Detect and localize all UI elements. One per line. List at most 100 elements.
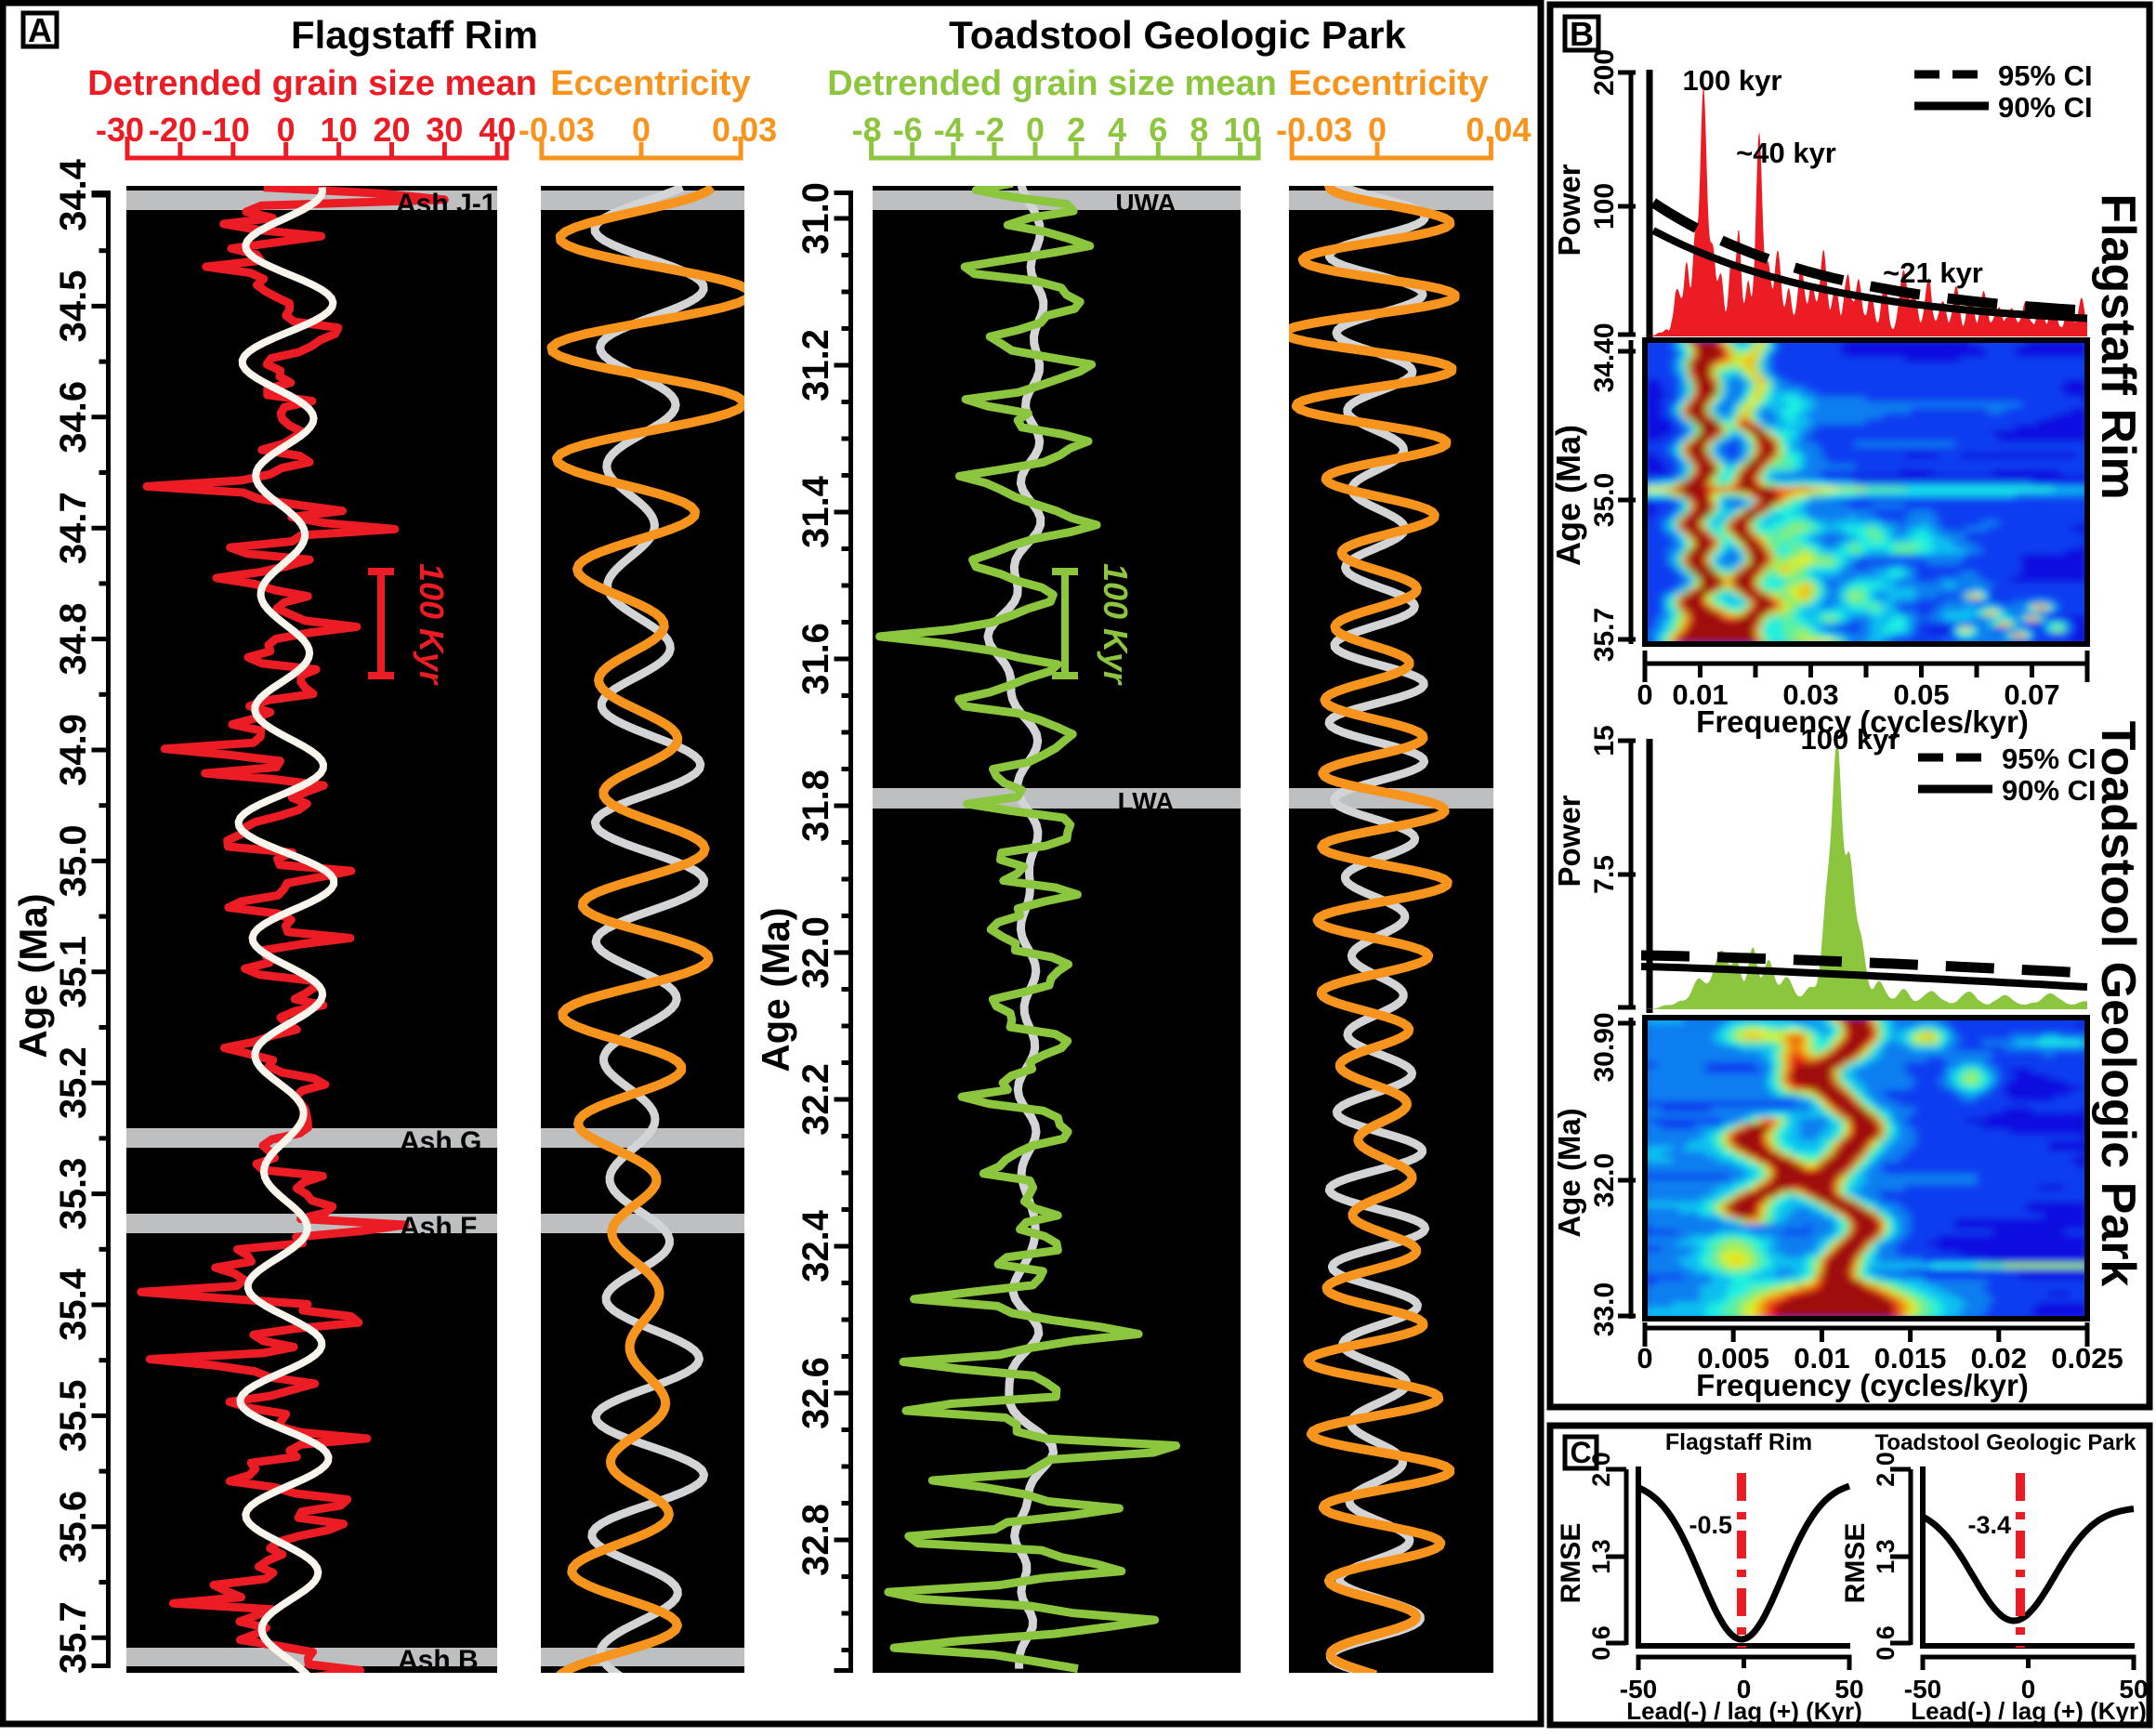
svg-text:33.0: 33.0 [1589, 1282, 1620, 1336]
svg-text:Eccentricity: Eccentricity [1288, 64, 1488, 103]
svg-text:-3.4: -3.4 [1967, 1511, 2011, 1539]
svg-text:-0.5: -0.5 [1689, 1511, 1732, 1539]
svg-text:Power: Power [1552, 795, 1586, 887]
svg-text:Age (Ma): Age (Ma) [11, 893, 55, 1058]
svg-text:10: 10 [1223, 111, 1260, 149]
svg-text:-10: -10 [202, 111, 250, 149]
svg-text:0: 0 [1026, 111, 1045, 149]
svg-text:20: 20 [373, 111, 410, 149]
svg-text:RMSE: RMSE [1556, 1523, 1586, 1604]
svg-text:Flagstaff Rim: Flagstaff Rim [291, 13, 538, 57]
svg-text:0.03: 0.03 [712, 111, 777, 149]
svg-text:35.7: 35.7 [53, 1601, 94, 1674]
svg-text:UWA: UWA [1115, 189, 1176, 217]
svg-text:34.4: 34.4 [53, 158, 94, 231]
svg-text:~40 kyr: ~40 kyr [1736, 137, 1836, 169]
svg-text:8: 8 [1190, 111, 1208, 149]
svg-text:0.07: 0.07 [2004, 678, 2059, 711]
svg-text:35.7: 35.7 [1589, 608, 1620, 662]
svg-text:Detrended grain size mean: Detrended grain size mean [827, 64, 1277, 103]
svg-text:Ash B: Ash B [398, 1645, 479, 1676]
svg-text:95% CI: 95% CI [2002, 743, 2097, 775]
svg-text:-0.03: -0.03 [1276, 111, 1352, 149]
svg-text:6: 6 [1149, 111, 1167, 149]
svg-text:34.6: 34.6 [53, 381, 94, 454]
svg-text:Toadstool Geologic Park: Toadstool Geologic Park [2091, 721, 2145, 1287]
svg-text:0.03: 0.03 [1782, 678, 1838, 711]
svg-text:-20: -20 [149, 111, 197, 149]
svg-text:0: 0 [632, 111, 651, 149]
svg-text:34.8: 34.8 [53, 603, 94, 676]
svg-text:1.3: 1.3 [1587, 1539, 1615, 1574]
svg-text:10: 10 [321, 111, 358, 149]
svg-text:32.0: 32.0 [1589, 1153, 1620, 1207]
svg-text:90% CI: 90% CI [2002, 774, 2097, 807]
svg-text:34.40: 34.40 [1589, 322, 1620, 392]
svg-text:32.4: 32.4 [795, 1209, 836, 1282]
svg-text:7.5: 7.5 [1589, 855, 1620, 894]
svg-text:Age (Ma): Age (Ma) [1549, 425, 1587, 566]
svg-text:95% CI: 95% CI [1998, 59, 2093, 92]
svg-text:0.025: 0.025 [2051, 1342, 2123, 1374]
svg-text:0: 0 [1637, 1342, 1652, 1374]
svg-text:0: 0 [2021, 1675, 2036, 1703]
svg-text:-0.03: -0.03 [519, 111, 595, 149]
svg-text:100 Kyr: 100 Kyr [413, 563, 451, 686]
svg-text:-2: -2 [975, 111, 1005, 149]
svg-text:A: A [28, 11, 52, 49]
svg-text:4: 4 [1108, 111, 1126, 149]
svg-text:-4: -4 [934, 111, 964, 149]
svg-text:Ash J-1: Ash J-1 [396, 189, 496, 219]
svg-text:Flagstaff Rim: Flagstaff Rim [1665, 1429, 1812, 1455]
svg-text:Toadstool Geologic Park: Toadstool Geologic Park [1875, 1430, 2137, 1455]
svg-text:31.0: 31.0 [795, 182, 836, 255]
svg-text:31.2: 31.2 [795, 329, 836, 401]
svg-text:Toadstool Geologic Park: Toadstool Geologic Park [949, 13, 1406, 57]
svg-text:34.7: 34.7 [53, 492, 94, 564]
svg-text:2.0: 2.0 [1872, 1452, 1900, 1487]
svg-text:0.015: 0.015 [1874, 1342, 1947, 1374]
svg-text:0.04: 0.04 [1466, 111, 1531, 149]
svg-text:35.4: 35.4 [53, 1268, 94, 1341]
svg-text:-50: -50 [1620, 1675, 1657, 1703]
svg-text:1.3: 1.3 [1872, 1539, 1900, 1574]
svg-text:15: 15 [1589, 725, 1620, 756]
svg-text:90% CI: 90% CI [1998, 91, 2093, 124]
svg-text:30.90: 30.90 [1589, 1012, 1620, 1082]
svg-text:2: 2 [1067, 111, 1085, 149]
svg-text:35.5: 35.5 [53, 1379, 94, 1452]
svg-text:-8: -8 [852, 111, 882, 149]
svg-text:Ash G: Ash G [400, 1126, 481, 1157]
svg-text:C: C [1570, 1436, 1591, 1469]
svg-text:100 kyr: 100 kyr [1683, 64, 1782, 97]
svg-text:200: 200 [1589, 49, 1620, 96]
svg-text:Flagstaff Rim: Flagstaff Rim [2091, 193, 2145, 499]
svg-text:Lead(-) / lag (+) (Kyr): Lead(-) / lag (+) (Kyr) [1626, 1697, 1862, 1725]
svg-text:32.6: 32.6 [795, 1357, 836, 1429]
svg-text:0: 0 [1368, 111, 1387, 149]
svg-text:35.1: 35.1 [53, 936, 94, 1008]
svg-text:2.0: 2.0 [1587, 1452, 1615, 1487]
svg-text:0.6: 0.6 [1872, 1625, 1900, 1661]
svg-text:50: 50 [2119, 1675, 2148, 1703]
svg-text:0.005: 0.005 [1697, 1342, 1769, 1374]
svg-text:0: 0 [1637, 678, 1652, 711]
svg-text:0: 0 [1737, 1675, 1752, 1703]
svg-text:-30: -30 [96, 111, 144, 149]
svg-text:40: 40 [479, 111, 516, 149]
svg-text:35.0: 35.0 [53, 824, 94, 897]
svg-text:35.6: 35.6 [53, 1491, 94, 1563]
svg-text:34.9: 34.9 [53, 714, 94, 786]
svg-text:0.01: 0.01 [1794, 1342, 1849, 1374]
svg-text:RMSE: RMSE [1840, 1523, 1871, 1604]
svg-text:32.8: 32.8 [795, 1504, 836, 1576]
svg-text:31.6: 31.6 [795, 623, 836, 695]
svg-text:Eccentricity: Eccentricity [550, 64, 750, 103]
svg-text:Detrended grain size mean: Detrended grain size mean [87, 64, 537, 103]
svg-text:100 Kyr: 100 Kyr [1097, 563, 1135, 686]
svg-text:32.0: 32.0 [795, 916, 836, 989]
svg-text:LWA: LWA [1118, 787, 1175, 816]
svg-text:~21 kyr: ~21 kyr [1883, 256, 1983, 289]
svg-text:100 kyr: 100 kyr [1801, 723, 1900, 756]
svg-text:30: 30 [426, 111, 463, 149]
